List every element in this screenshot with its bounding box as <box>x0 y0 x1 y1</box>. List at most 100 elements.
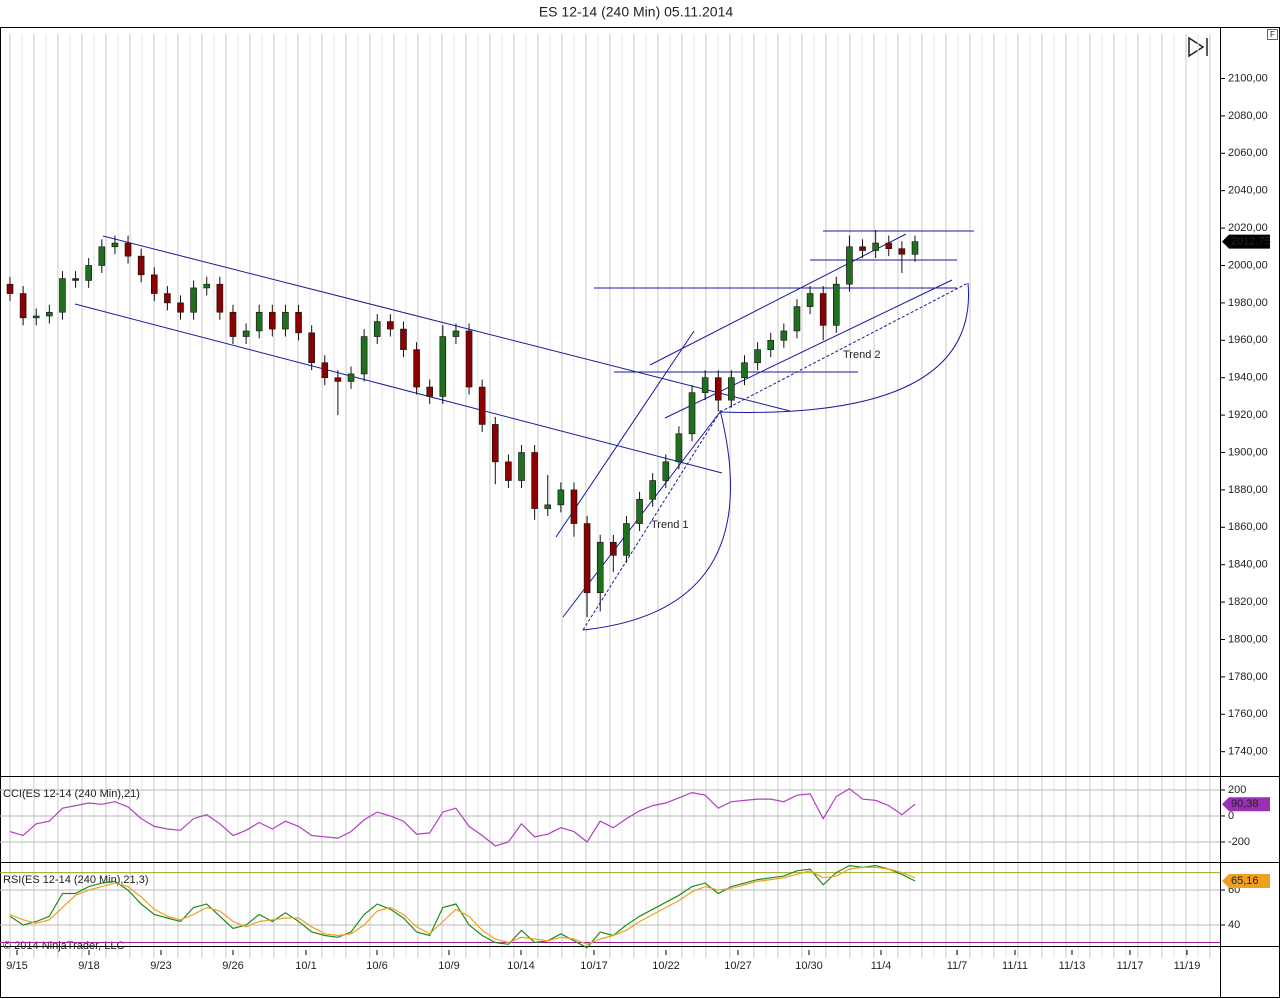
y-tick-label: 1940,00 <box>1228 372 1268 384</box>
play-icon[interactable] <box>1188 36 1208 58</box>
candle-body <box>872 242 879 251</box>
candle-body <box>387 321 394 330</box>
indicator-line <box>9 787 916 847</box>
price-tag <box>1222 797 1270 812</box>
corner-box[interactable] <box>1267 29 1278 40</box>
price-tag <box>1222 234 1270 249</box>
candle-body <box>793 306 801 332</box>
y-tick-label: 1900,00 <box>1228 446 1268 458</box>
candle-body <box>701 377 709 393</box>
y-tick-label: 1920,00 <box>1228 409 1268 421</box>
candle-body <box>557 489 565 506</box>
candle-body <box>413 349 420 388</box>
x-tick-label: 10/1 <box>295 960 316 972</box>
candle-body <box>714 377 722 401</box>
candle-body <box>111 242 119 248</box>
price-tag-label: 65,16 <box>1231 875 1259 887</box>
candle-body <box>334 377 342 382</box>
y-tick-label: 1980,00 <box>1228 297 1268 309</box>
indicator-title: RSI(ES 12-14 (240 Min),21,3) <box>3 874 149 886</box>
candle-body <box>360 336 368 375</box>
y-tick-label: 1880,00 <box>1228 484 1268 496</box>
candle-body <box>819 293 827 326</box>
y-tick-label: 2000,00 <box>1228 259 1268 271</box>
candle-body <box>636 498 643 524</box>
x-tick-label: 11/4 <box>871 960 892 972</box>
candle-body <box>452 330 460 337</box>
candle-body <box>373 321 381 337</box>
y-tick-label: 1840,00 <box>1228 559 1268 571</box>
price-tag-label: 2012,75 <box>1231 236 1271 248</box>
x-tick-label: 10/30 <box>795 960 823 972</box>
candle-body <box>59 278 66 313</box>
candle-body <box>649 480 656 500</box>
y-tick-label: 2100,00 <box>1228 72 1268 84</box>
candle-body <box>570 489 578 524</box>
x-tick-label: 11/19 <box>1174 960 1201 972</box>
y-tick-label: 2040,00 <box>1228 185 1268 197</box>
candle-body <box>6 283 14 294</box>
candle-body <box>85 265 92 281</box>
candle-body <box>583 523 591 594</box>
candle-body <box>216 283 224 313</box>
candle-body <box>19 293 27 319</box>
x-tick-label: 10/17 <box>580 960 608 972</box>
candle-body <box>898 248 906 255</box>
candle-body <box>229 311 237 337</box>
candle-body <box>531 452 538 509</box>
candle-body <box>885 242 893 249</box>
candle-body <box>203 283 211 289</box>
y-tick-label: 2020,00 <box>1228 222 1268 234</box>
grid <box>9 34 1211 958</box>
candle-body <box>190 287 197 313</box>
chart-title: ES 12-14 (240 Min) 05.11.2014 <box>539 4 734 20</box>
candle-body <box>623 523 630 556</box>
candle-body <box>465 330 473 388</box>
candle-body <box>164 293 171 304</box>
y-tick-label: 2080,00 <box>1228 110 1268 122</box>
y-tick-label: 2060,00 <box>1228 147 1268 159</box>
x-tick-label: 9/15 <box>6 960 27 972</box>
candle-body <box>846 246 853 285</box>
y-tick-label: 0 <box>1228 810 1234 822</box>
x-tick-label: 11/13 <box>1059 960 1086 972</box>
candle-body <box>780 330 788 341</box>
y-tick-label: 1820,00 <box>1228 596 1268 608</box>
indicator-line <box>9 864 916 949</box>
candle-body <box>688 392 696 435</box>
candle-body <box>177 302 184 313</box>
x-tick-label: 9/26 <box>222 960 243 972</box>
candle-body <box>518 452 525 481</box>
x-tick-label: 11/17 <box>1117 960 1144 972</box>
candle-body <box>124 242 132 257</box>
price-tag-label: 90,38 <box>1231 798 1259 810</box>
candle-body <box>662 461 670 481</box>
corner-label[interactable]: F <box>1270 30 1275 39</box>
candle-body <box>741 362 748 378</box>
candle-body <box>98 246 106 266</box>
candle-body <box>255 311 263 332</box>
candle-body <box>426 386 434 397</box>
candle-body <box>150 274 158 294</box>
y-tick-label: 1960,00 <box>1228 334 1268 346</box>
y-tick-label: 1740,00 <box>1228 746 1268 758</box>
price-tag <box>1222 874 1270 889</box>
candle-body <box>596 541 604 594</box>
annotation: Trend 2 <box>843 349 881 361</box>
x-tick-label: 10/9 <box>438 960 459 972</box>
indicator-title: CCI(ES 12-14 (240 Min),21) <box>3 788 140 800</box>
candle-body <box>505 461 512 481</box>
candle-body <box>32 315 40 319</box>
y-tick-label: 1800,00 <box>1228 633 1268 645</box>
candle-body <box>675 433 683 463</box>
y-tick-label: 1760,00 <box>1228 708 1268 720</box>
candle-body <box>347 373 355 382</box>
y-tick-label: 1780,00 <box>1228 671 1268 683</box>
candle-body <box>491 424 499 463</box>
candle-body <box>859 246 866 251</box>
x-tick-label: 10/22 <box>652 960 680 972</box>
y-tick-label: 40 <box>1228 919 1240 931</box>
x-tick-label: 9/23 <box>150 960 171 972</box>
candle-body <box>242 330 250 337</box>
